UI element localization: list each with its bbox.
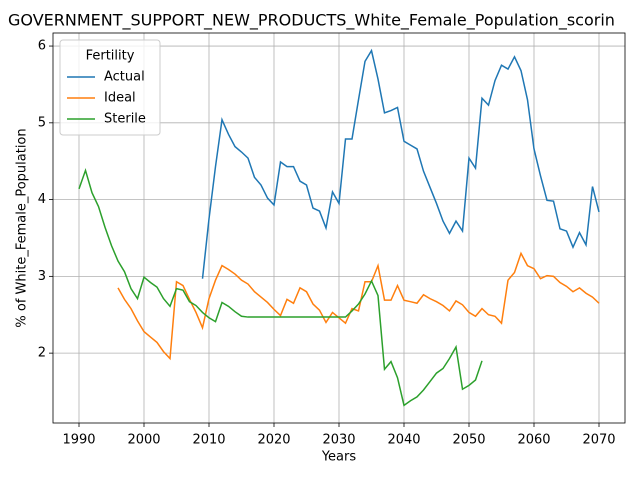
plot-frame (52, 32, 626, 424)
y-axis-label: % of White_Female_Population (15, 128, 30, 327)
y-tick-label: 5 (38, 115, 46, 130)
legend-box (59, 39, 161, 136)
x-tick-label: 2070 (582, 433, 615, 448)
line-series (78, 167, 483, 407)
x-tick-label: 2000 (127, 433, 160, 448)
x-tick-label: 2040 (387, 433, 420, 448)
line-series (201, 48, 600, 279)
x-tick-label: 2010 (192, 433, 225, 448)
x-tick-label: 2020 (257, 433, 290, 448)
legend-label: Sterile (104, 112, 146, 127)
y-tick-label: 6 (38, 39, 46, 54)
x-tick-label: 1990 (62, 433, 95, 448)
x-tick-label: 2050 (452, 433, 485, 448)
legend-title: Fertility (86, 49, 135, 64)
y-tick-label: 4 (38, 192, 46, 207)
y-tick-label: 2 (38, 346, 46, 361)
legend-label: Actual (104, 70, 145, 85)
x-tick-label: 2030 (322, 433, 355, 448)
chart-title: GOVERNMENT_SUPPORT_NEW_PRODUCTS_White_Fe… (8, 11, 615, 31)
y-tick-label: 3 (38, 269, 46, 284)
line-series (117, 251, 600, 361)
legend-label: Ideal (104, 91, 136, 106)
x-axis-label: Years (321, 450, 357, 465)
x-tick-label: 2060 (517, 433, 550, 448)
